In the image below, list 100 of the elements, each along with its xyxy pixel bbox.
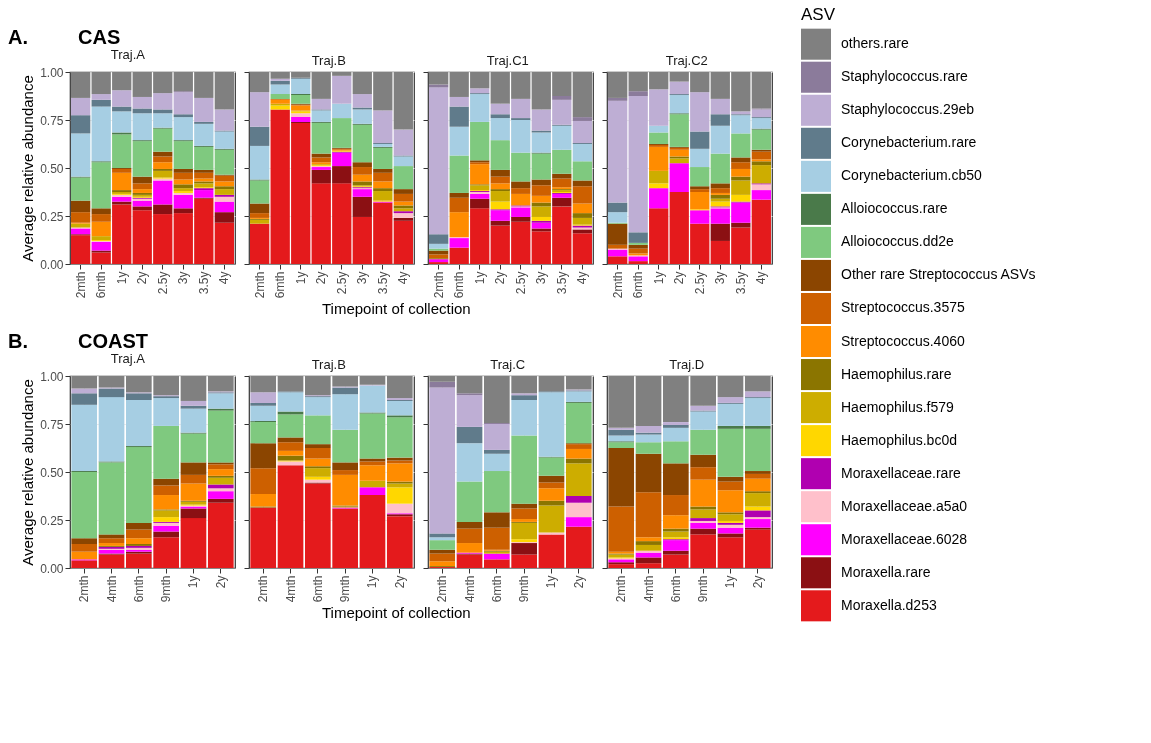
bar bbox=[250, 402, 277, 406]
bar bbox=[71, 115, 91, 134]
x-axis-title: Timepoint of collection bbox=[321, 300, 471, 318]
bar bbox=[132, 183, 152, 190]
bar bbox=[429, 84, 449, 88]
bar bbox=[207, 498, 234, 503]
bar bbox=[71, 538, 98, 544]
x-tick-label: 6mth bbox=[631, 271, 646, 299]
bar bbox=[393, 156, 413, 167]
bar bbox=[456, 443, 483, 482]
bar bbox=[470, 164, 490, 185]
bar bbox=[635, 563, 662, 568]
bar bbox=[91, 99, 111, 107]
bar bbox=[207, 488, 234, 492]
bar bbox=[635, 453, 662, 493]
bar bbox=[649, 188, 669, 209]
bar bbox=[449, 238, 469, 248]
bar bbox=[71, 72, 91, 98]
x-tick-label: 3.5y bbox=[733, 271, 748, 295]
bar bbox=[608, 429, 635, 436]
bar bbox=[153, 478, 179, 486]
bar bbox=[538, 505, 565, 533]
bar bbox=[635, 544, 662, 551]
bar bbox=[511, 400, 537, 436]
bar bbox=[359, 413, 386, 459]
bar bbox=[484, 449, 510, 454]
bar bbox=[305, 458, 331, 467]
bar bbox=[690, 509, 716, 519]
bar bbox=[744, 425, 771, 429]
bar bbox=[270, 99, 290, 104]
bar bbox=[731, 157, 751, 163]
bar bbox=[386, 503, 413, 514]
bar bbox=[71, 212, 91, 223]
bar bbox=[565, 496, 592, 503]
bar bbox=[291, 117, 311, 122]
bar bbox=[373, 191, 393, 201]
bar bbox=[751, 118, 771, 129]
bar bbox=[731, 180, 751, 195]
bar bbox=[565, 376, 592, 390]
x-tick-label: 2.5y bbox=[155, 271, 170, 295]
bar bbox=[490, 183, 510, 190]
bar bbox=[359, 465, 386, 481]
x-tick-label: 3.5y bbox=[196, 271, 211, 295]
x-tick-label: 3y bbox=[176, 271, 191, 285]
bar bbox=[250, 422, 277, 444]
bar bbox=[180, 462, 207, 475]
y-tick-label: 1.00 bbox=[40, 65, 64, 80]
bar bbox=[429, 376, 456, 382]
bar bbox=[207, 484, 234, 489]
bar bbox=[386, 400, 413, 416]
bar bbox=[608, 506, 635, 552]
bar bbox=[717, 425, 744, 429]
bar bbox=[751, 72, 771, 109]
x-tick-label: 4y bbox=[396, 271, 411, 285]
bar bbox=[153, 485, 179, 496]
bar bbox=[153, 170, 173, 178]
bar bbox=[429, 72, 449, 85]
bar bbox=[717, 403, 744, 426]
legend-label: Haemophilus.rare bbox=[841, 365, 952, 382]
bar bbox=[572, 203, 592, 214]
legend-label: Corynebacterium.cb50 bbox=[841, 167, 983, 184]
x-tick-label: 1y bbox=[723, 575, 738, 589]
bar bbox=[572, 117, 592, 121]
bar bbox=[98, 388, 125, 398]
bar bbox=[449, 212, 469, 238]
bar bbox=[456, 426, 483, 444]
x-tick-label: 9mth bbox=[517, 575, 532, 603]
bar bbox=[731, 168, 751, 177]
legend-label: Streptococcus.3575 bbox=[841, 299, 965, 316]
x-tick-label: 2y bbox=[314, 271, 329, 285]
x-tick-label: 4mth bbox=[462, 575, 477, 603]
x-tick-label: 2.5y bbox=[692, 271, 707, 295]
legend-title: ASV bbox=[801, 5, 836, 24]
bar bbox=[214, 212, 234, 223]
bar bbox=[386, 487, 413, 504]
bar bbox=[126, 529, 152, 539]
bar bbox=[373, 181, 393, 189]
bar bbox=[635, 557, 662, 564]
bar bbox=[214, 181, 234, 187]
bar bbox=[511, 508, 537, 520]
bar bbox=[717, 533, 744, 538]
bar bbox=[153, 495, 179, 510]
bar bbox=[717, 397, 744, 403]
bar bbox=[250, 443, 277, 469]
chart-title: Traj.C2 bbox=[665, 52, 708, 68]
bar bbox=[429, 549, 456, 554]
bar bbox=[710, 194, 730, 199]
bar bbox=[484, 527, 510, 550]
bar bbox=[173, 184, 193, 189]
legend-label: Moraxella.rare bbox=[841, 563, 931, 580]
bar bbox=[71, 223, 91, 228]
bar bbox=[565, 526, 592, 568]
bar bbox=[538, 475, 565, 483]
bar bbox=[91, 214, 111, 222]
bar bbox=[751, 129, 771, 150]
x-tick-label: 4mth bbox=[641, 575, 656, 603]
bar bbox=[393, 193, 413, 202]
legend-label: Moraxella.d253 bbox=[841, 596, 937, 613]
x-tick-label: 2mth bbox=[77, 575, 92, 603]
bar bbox=[311, 157, 331, 163]
